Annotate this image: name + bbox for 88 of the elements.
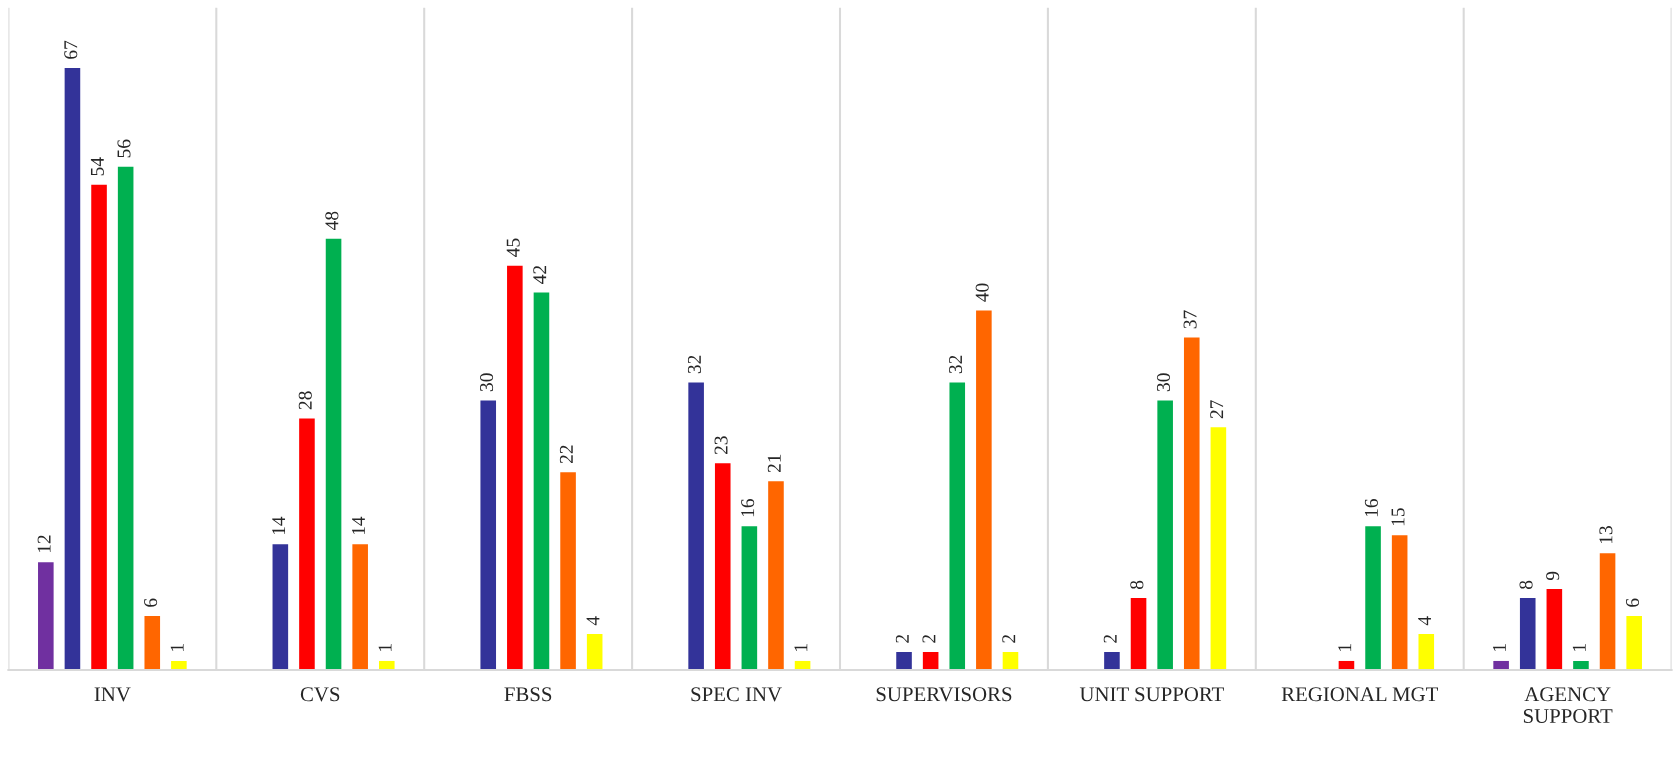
data-label: 32 <box>949 355 963 374</box>
data-label: 56 <box>117 139 131 158</box>
data-label: 1 <box>794 644 808 651</box>
bar <box>1002 651 1019 670</box>
data-label: 2 <box>895 634 909 643</box>
bar <box>1210 427 1227 670</box>
data-label: 16 <box>1364 498 1378 517</box>
data-label: 37 <box>1183 310 1197 329</box>
bar <box>741 526 758 670</box>
data-label: 1 <box>170 644 184 651</box>
bar <box>1365 526 1381 670</box>
data-label: 9 <box>1546 571 1560 581</box>
bar <box>299 418 315 670</box>
data-label: 30 <box>479 373 494 392</box>
bar <box>1157 400 1173 670</box>
x-tick-label: CVS <box>300 687 340 702</box>
bar <box>1391 535 1408 670</box>
data-label: 40 <box>975 283 989 302</box>
bar <box>768 481 784 670</box>
bar <box>688 382 704 670</box>
bar <box>480 400 497 670</box>
x-tick-label: REGIONAL MGT <box>1281 687 1438 702</box>
data-label: 67 <box>64 40 78 59</box>
bar <box>533 292 550 670</box>
bar <box>1130 598 1147 670</box>
bar <box>949 382 966 670</box>
data-label: 1 <box>378 644 392 651</box>
data-label: 8 <box>1130 580 1144 589</box>
data-label: 6 <box>1625 598 1640 607</box>
bar <box>91 184 107 670</box>
data-label: 14 <box>352 516 365 535</box>
data-label: 23 <box>714 436 728 455</box>
bar <box>38 562 54 670</box>
data-label: 2 <box>922 634 936 643</box>
data-label: 27 <box>1210 400 1224 419</box>
data-label: 32 <box>687 355 701 374</box>
bar <box>272 544 289 670</box>
bar <box>586 634 603 670</box>
bar <box>1626 616 1642 670</box>
data-label: 15 <box>1391 508 1405 526</box>
bar <box>1599 553 1616 670</box>
data-label: 8 <box>1519 580 1533 589</box>
bar <box>144 616 161 670</box>
data-label: 2 <box>1103 634 1117 643</box>
bar <box>378 660 395 670</box>
data-label: 45 <box>506 238 520 257</box>
data-label: 16 <box>741 498 755 517</box>
data-label: 48 <box>325 211 339 230</box>
bar <box>976 310 992 670</box>
data-label: 22 <box>559 445 573 464</box>
bar <box>1104 651 1120 670</box>
bar <box>714 463 731 670</box>
bar <box>117 166 134 670</box>
data-label: 6 <box>144 598 158 607</box>
data-label: 13 <box>1599 526 1613 544</box>
bar <box>507 265 523 670</box>
bar <box>64 67 81 670</box>
data-label: 21 <box>767 454 781 473</box>
x-tick-label: AGENCY SUPPORT <box>1523 687 1613 724</box>
data-label: 42 <box>533 265 547 284</box>
bar <box>325 238 342 670</box>
bar <box>1546 589 1563 670</box>
data-label: 4 <box>586 616 600 626</box>
data-label: 30 <box>1156 373 1171 392</box>
bar <box>560 472 576 670</box>
data-label: 28 <box>298 391 312 410</box>
bar <box>922 651 939 670</box>
bar <box>352 544 368 670</box>
x-tick-label: FBSS <box>504 687 552 702</box>
data-label: 54 <box>90 157 104 176</box>
data-label: 1 <box>1492 644 1506 651</box>
bar <box>896 651 912 670</box>
data-label: 4 <box>1418 616 1431 626</box>
x-tick-label: UNIT SUPPORT <box>1079 687 1224 702</box>
x-tick-label: SUPERVISORS <box>876 687 1012 702</box>
bar <box>1573 660 1589 670</box>
data-label: 1 <box>1572 644 1586 651</box>
bar <box>1418 634 1435 670</box>
x-tick-label: SPEC INV <box>691 687 782 702</box>
data-label: 14 <box>272 516 286 535</box>
x-tick-label: INV <box>94 687 131 702</box>
bar <box>171 660 187 670</box>
data-label: 12 <box>37 535 51 553</box>
bar <box>1519 598 1536 670</box>
data-label: 1 <box>1338 644 1352 651</box>
data-label: 2 <box>1002 634 1016 643</box>
bar <box>1183 337 1200 670</box>
bar <box>1493 660 1509 670</box>
